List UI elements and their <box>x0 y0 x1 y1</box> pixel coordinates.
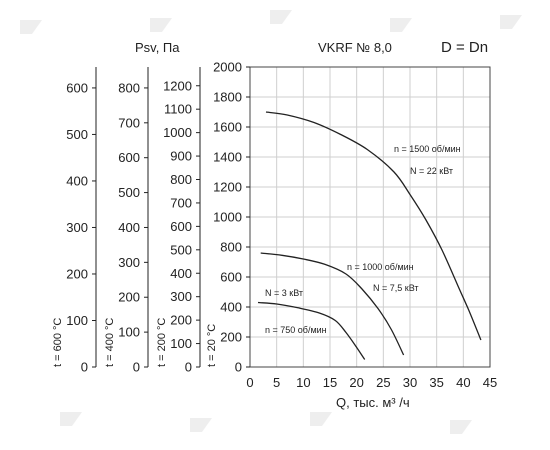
pressure-tick-label: 0 <box>235 360 242 375</box>
pressure-tick-label: 400 <box>220 300 242 315</box>
pressure-tick-label: 500 <box>66 127 88 142</box>
x-tick-label: 45 <box>483 375 497 390</box>
temperature-label: t = 600 °C <box>52 318 64 367</box>
series-speed-label: n = 1500 об/мин <box>394 144 461 154</box>
x-tick-label: 15 <box>323 375 337 390</box>
pressure-tick-label: 200 <box>66 266 88 281</box>
pressure-tick-label: 400 <box>66 173 88 188</box>
pressure-tick-label: 800 <box>220 240 242 255</box>
series-speed-label: n = 750 об/мин <box>265 325 327 335</box>
pressure-tick-label: 600 <box>170 219 192 234</box>
pressure-tick-label: 900 <box>170 149 192 164</box>
pressure-tick-label: 100 <box>118 325 140 340</box>
pressure-tick-label: 1200 <box>163 78 192 93</box>
pressure-tick-label: 100 <box>170 336 192 351</box>
x-tick-label: 20 <box>349 375 363 390</box>
series-power-label: N = 3 кВт <box>265 288 303 298</box>
series-line <box>260 252 405 356</box>
pressure-tick-label: 1200 <box>213 180 242 195</box>
x-tick-label: 5 <box>273 375 280 390</box>
series-power-label: N = 22 кВт <box>410 166 453 176</box>
pressure-tick-label: 1100 <box>164 102 192 117</box>
pressure-tick-label: 800 <box>118 80 140 95</box>
pressure-tick-label: 600 <box>118 150 140 165</box>
pressure-tick-label: 1000 <box>163 125 192 140</box>
y-axis-label: Psv, Па <box>135 40 180 55</box>
pressure-tick-label: 700 <box>170 195 192 210</box>
pressure-tick-label: 200 <box>118 290 140 305</box>
x-axis-label: Q, тыс. м³ /ч <box>336 395 410 410</box>
pressure-tick-label: 500 <box>170 242 192 257</box>
pressure-tick-label: 400 <box>170 266 192 281</box>
temperature-label: t = 20 °C <box>206 324 218 367</box>
watermark-pattern <box>20 10 522 434</box>
pressure-tick-label: 300 <box>118 255 140 270</box>
pressure-tick-label: 500 <box>118 185 140 200</box>
chart-axes: 0 5 10 15 20 25 30 35 40 450200400600800100012001… <box>52 60 497 391</box>
temperature-label: t = 200 °C <box>156 318 168 367</box>
pressure-tick-label: 200 <box>220 330 242 345</box>
temperature-label: t = 400 °C <box>104 318 116 367</box>
x-tick-label: 25 <box>376 375 390 390</box>
pressure-tick-label: 300 <box>66 220 88 235</box>
series-speed-label: n = 1000 об/мин <box>347 262 414 272</box>
pressure-tick-label: 1600 <box>213 120 242 135</box>
x-tick-label: 35 <box>429 375 443 390</box>
chart-series <box>257 111 482 360</box>
x-tick-label: 10 <box>296 375 310 390</box>
pressure-tick-label: 0 <box>185 360 192 375</box>
x-tick-label: 30 <box>403 375 417 390</box>
chart-labels: Psv, Па VKRF № 8,0 D = Dn Q, тыс. м³ /ч … <box>135 39 488 410</box>
series-power-label: N = 7,5 кВт <box>373 283 419 293</box>
pressure-tick-label: 2000 <box>213 60 242 75</box>
pressure-tick-label: 1800 <box>213 90 242 105</box>
pressure-tick-label: 0 <box>81 360 88 375</box>
pressure-tick-label: 700 <box>118 115 140 130</box>
pressure-tick-label: 400 <box>118 220 140 235</box>
pressure-tick-label: 600 <box>220 270 242 285</box>
pressure-tick-label: 1400 <box>213 150 242 165</box>
series-line <box>257 301 366 360</box>
pressure-tick-label: 600 <box>66 80 88 95</box>
x-tick-label: 0 <box>246 375 253 390</box>
chart-title: VKRF № 8,0 <box>318 40 392 55</box>
x-tick-label: 40 <box>456 375 470 390</box>
pressure-tick-label: 0 <box>133 360 140 375</box>
pressure-tick-label: 300 <box>170 289 192 304</box>
pressure-tick-label: 200 <box>170 313 192 328</box>
pressure-tick-label: 800 <box>170 172 192 187</box>
chart-subtitle: D = Dn <box>441 39 488 56</box>
pressure-tick-label: 1000 <box>213 210 242 225</box>
pressure-tick-label: 100 <box>66 313 88 328</box>
chart-grid <box>249 66 491 368</box>
series-line <box>265 111 482 341</box>
